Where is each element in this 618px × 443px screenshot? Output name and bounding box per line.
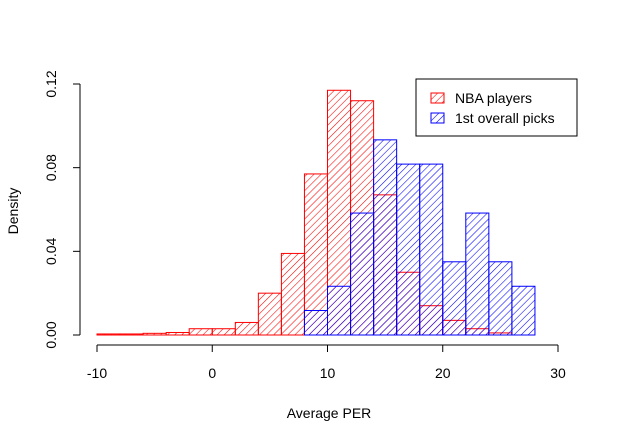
bar-1st-overall-picks-5 bbox=[419, 163, 444, 336]
bar-1st-overall-picks-6 bbox=[442, 261, 467, 336]
bar-1st-overall-picks-1 bbox=[327, 285, 352, 336]
x-tick-label: 10 bbox=[320, 365, 336, 381]
legend: NBA players 1st overall picks bbox=[415, 78, 578, 137]
bar-nba-players-1 bbox=[119, 333, 144, 336]
bar-1st-overall-picks-0 bbox=[303, 310, 329, 336]
bar-1st-overall-picks-7 bbox=[465, 212, 490, 336]
legend-swatch-first-overall-picks bbox=[430, 112, 445, 124]
bar-nba-players-7 bbox=[257, 292, 282, 336]
y-axis: 0.00 0.04 0.08 0.12 bbox=[43, 70, 81, 349]
y-tick-label: 0.00 bbox=[43, 321, 59, 348]
legend-box bbox=[415, 78, 578, 137]
x-tick-label: -10 bbox=[87, 365, 107, 381]
bar-nba-players-2 bbox=[142, 332, 167, 336]
x-axis: -10 0 10 20 30 bbox=[87, 344, 566, 381]
legend-label-first-overall-picks: 1st overall picks bbox=[455, 110, 555, 126]
bar-nba-players-3 bbox=[165, 331, 190, 336]
bar-nba-players-8 bbox=[280, 252, 305, 336]
bar-1st-overall-picks-8 bbox=[488, 261, 513, 336]
y-tick-label: 0.08 bbox=[43, 154, 59, 181]
bar-1st-overall-picks-4 bbox=[396, 163, 421, 336]
legend-label-nba-players: NBA players bbox=[455, 90, 532, 106]
bar-nba-players-4 bbox=[188, 328, 213, 336]
bar-1st-overall-picks-9 bbox=[511, 285, 536, 336]
legend-swatch-nba-players bbox=[430, 92, 445, 104]
bar-nba-players-0 bbox=[96, 333, 121, 336]
bar-1st-overall-picks-2 bbox=[350, 212, 375, 336]
bars-layer bbox=[96, 89, 536, 336]
x-tick-label: 0 bbox=[208, 365, 216, 381]
bar-nba-players-5 bbox=[211, 328, 236, 336]
y-tick-label: 0.04 bbox=[43, 237, 59, 264]
bar-nba-players-6 bbox=[234, 321, 259, 336]
bar-1st-overall-picks-3 bbox=[373, 139, 398, 336]
x-tick-label: 20 bbox=[435, 365, 451, 381]
x-axis-label: Average PER bbox=[287, 405, 372, 421]
x-tick-label: 30 bbox=[550, 365, 566, 381]
y-tick-label: 0.12 bbox=[43, 70, 59, 97]
y-axis-label: Density bbox=[5, 188, 21, 235]
